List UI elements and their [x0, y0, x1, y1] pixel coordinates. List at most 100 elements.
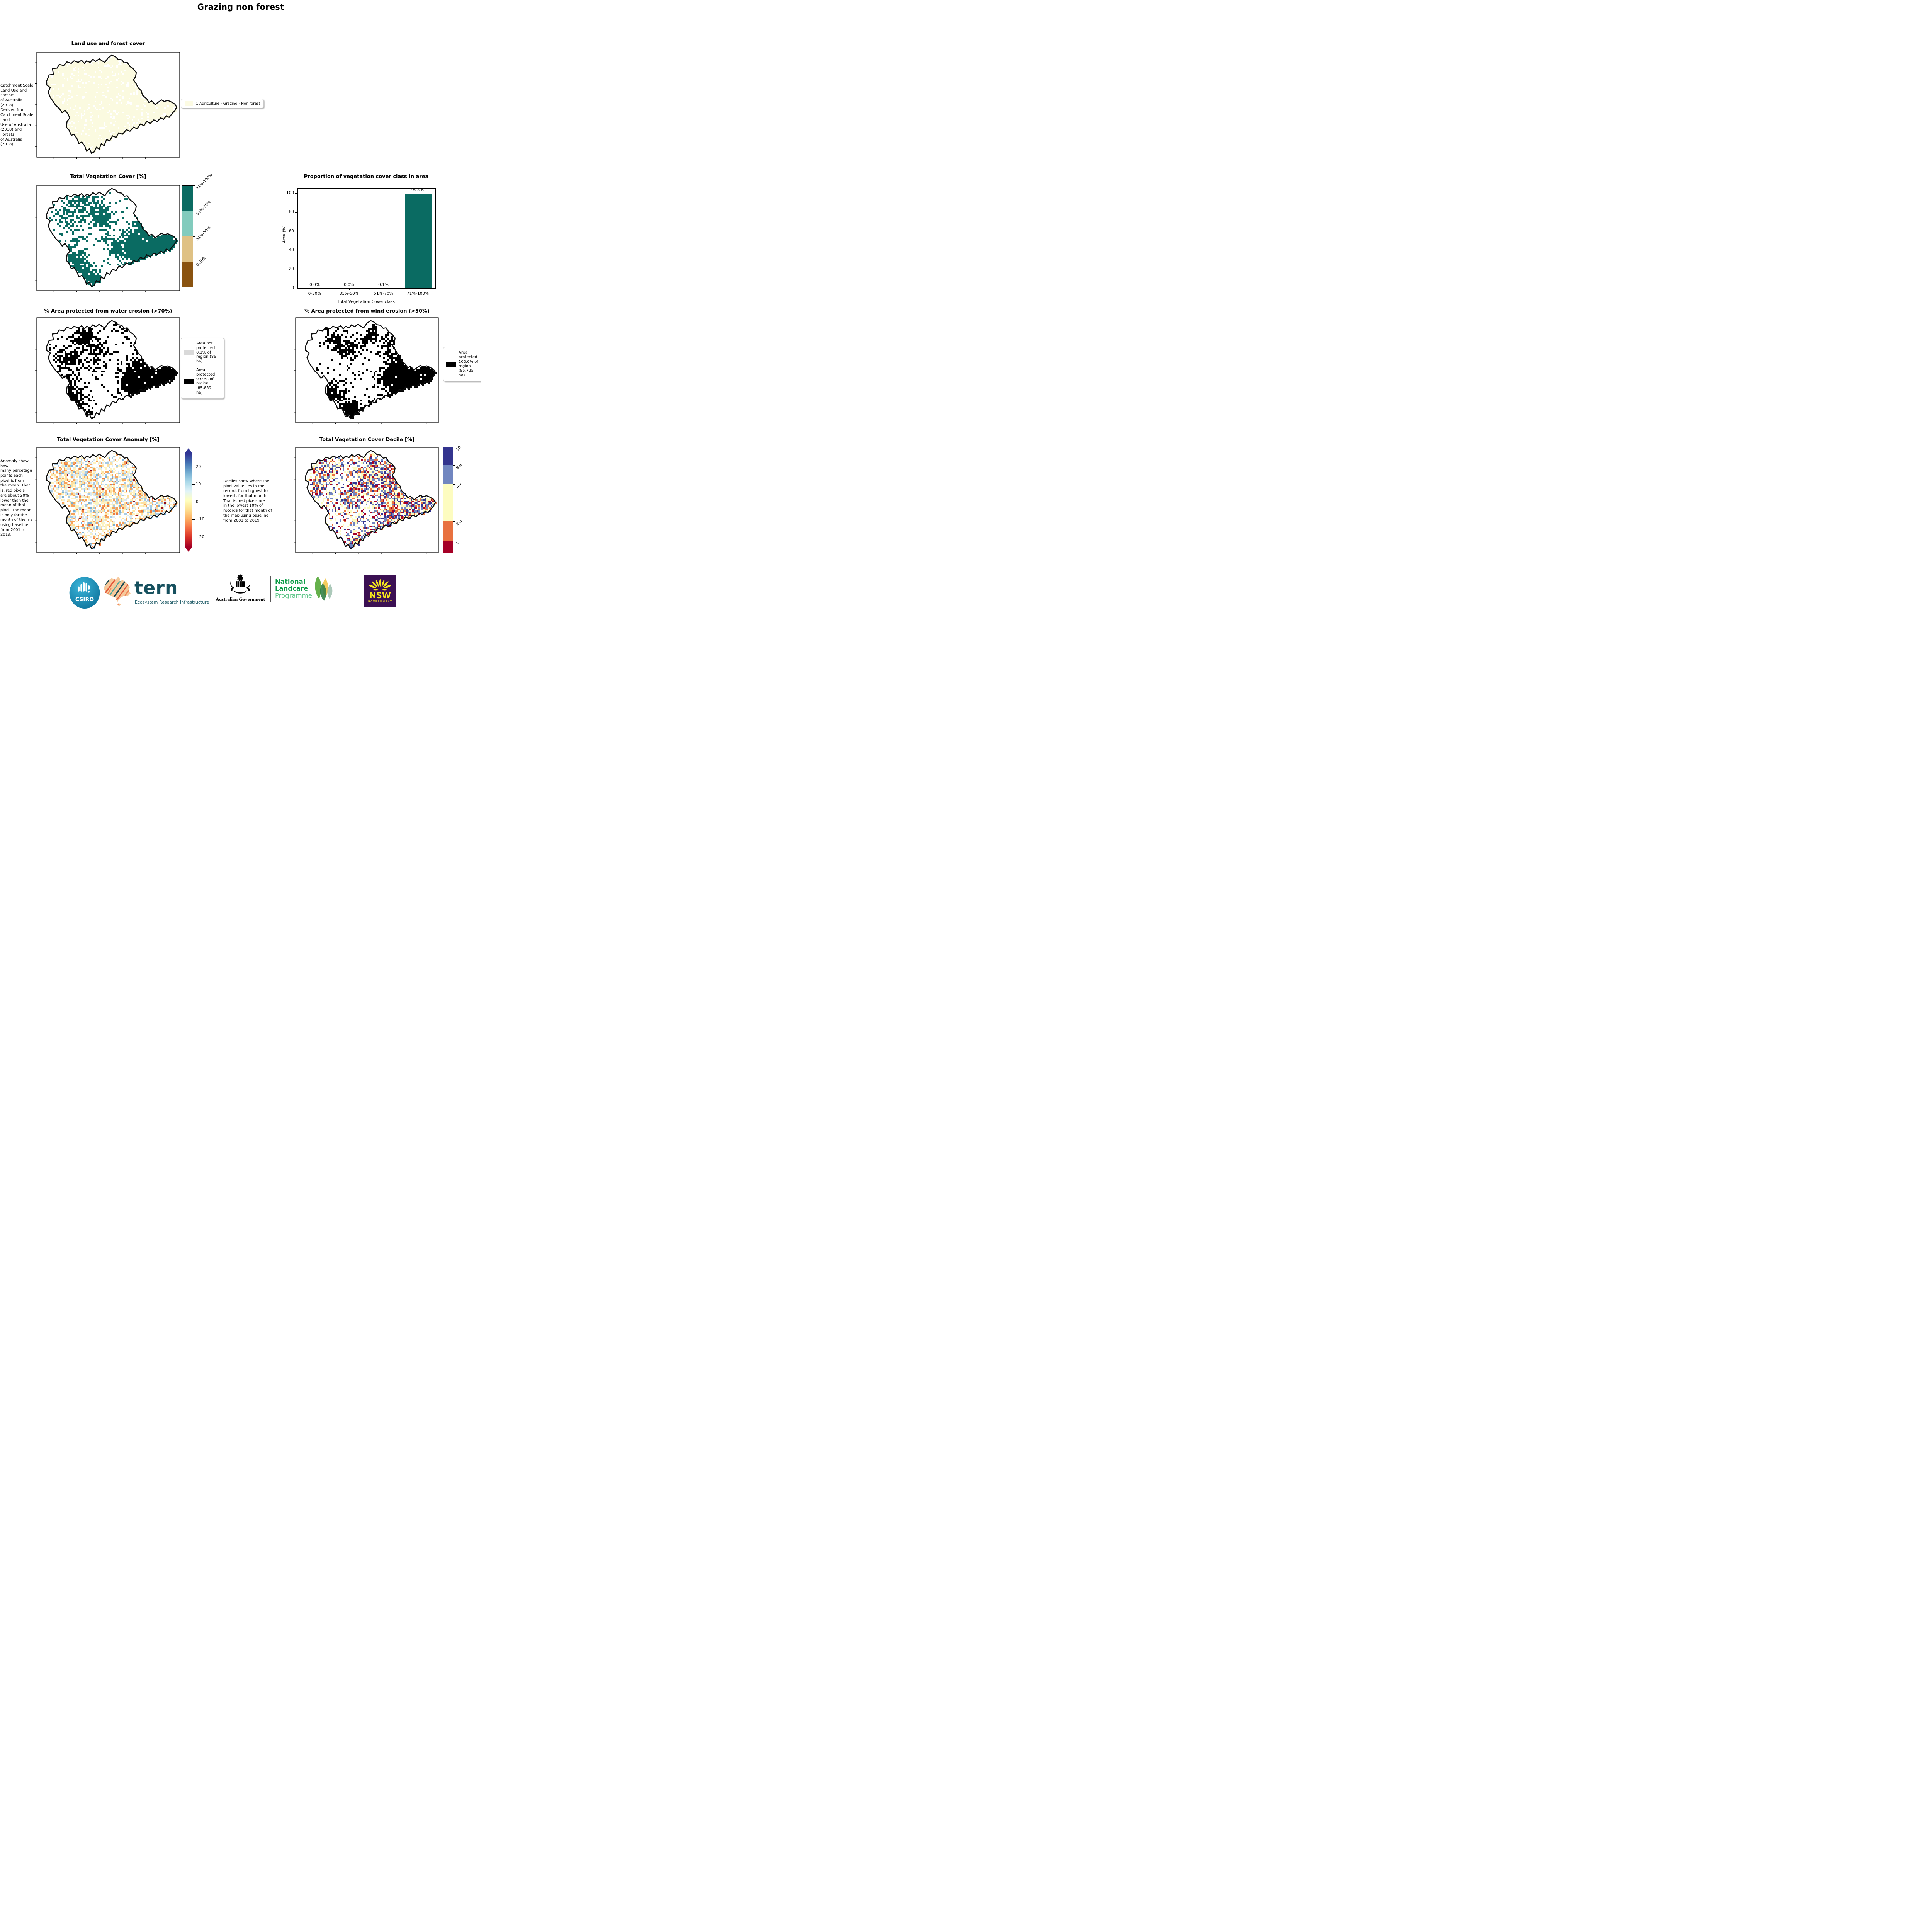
landuse-legend-label: 1 Agriculture - Grazing - Non forest [196, 101, 260, 106]
colorbar-segment [182, 211, 193, 236]
colorbar-segment [443, 465, 453, 484]
leaves-icon [315, 576, 333, 601]
coat-of-arms-icon [230, 574, 250, 594]
colorbar-tick-label: 2-3 [455, 519, 463, 527]
x-tick [349, 288, 350, 290]
legend-item: Area not protected 0.1% of region (86 ha… [184, 341, 221, 364]
legend-item: Area protected 99.9% of region (85,639 h… [184, 368, 221, 395]
colorbar-tick-label: 8-9 [455, 463, 463, 471]
colorbar-tick-label: 51%-70% [195, 200, 212, 216]
colorbar-tick [193, 236, 195, 237]
national-landcare-label: National Landcare Programme [275, 578, 312, 599]
anomaly-map [33, 444, 183, 556]
chart-ylabel: Area (%) [282, 225, 287, 243]
landuse-legend: 1 Agriculture - Grazing - Non forest [181, 99, 264, 108]
tvc-map [33, 182, 183, 294]
decile-colorbar: 10 8-9 4-7 2-3 1 [443, 446, 463, 554]
nlp-line1: National [275, 578, 306, 585]
decile-note: Deciles show where the pixel value lies … [223, 479, 272, 523]
anomaly-colorbar: 20 10 0 −10 −20 [185, 448, 204, 552]
legend-item-label: Area not protected 0.1% of region (86 ha… [196, 341, 216, 364]
water-erosion-map [33, 314, 183, 427]
wind-erosion-title: % Area protected from wind erosion (>50%… [304, 308, 430, 314]
colorbar-frame [443, 447, 453, 553]
waratah-icon [368, 578, 392, 591]
colorbar-segment [182, 262, 193, 287]
colorbar-tick-label: −10 [196, 517, 205, 522]
wind-erosion-legend: Area protected 100.0% of region (85,725 … [443, 347, 481, 381]
water-erosion-title: % Area protected from water erosion (>70… [44, 308, 172, 314]
colorbar-tick-label: 0 [196, 499, 199, 504]
tvc-title: Total Vegetation Cover [%] [70, 174, 146, 180]
chart-xlabel: Total Vegetation Cover class [338, 299, 395, 304]
y-tick-label: 100 [286, 190, 294, 196]
csiro-logo-icon: CSIRO [69, 577, 100, 609]
colorbar-tick-label: 10 [455, 445, 462, 452]
aboriginal-australia-art [101, 576, 134, 609]
water-erosion-legend: Area not protected 0.1% of region (86 ha… [181, 338, 224, 399]
colorbar-gradient [185, 454, 192, 547]
landcare-leaves-logo [312, 576, 335, 603]
colorbar-tick [453, 484, 455, 485]
anomaly-title: Total Vegetation Cover Anomaly [%] [57, 437, 160, 443]
y-tick-label: 60 [289, 228, 294, 233]
decile-title: Total Vegetation Cover Decile [%] [319, 437, 415, 443]
colorbar-segment [443, 521, 453, 541]
x-tick-label: 0-30% [308, 291, 321, 296]
colorbar-segment [443, 540, 453, 553]
landuse-map [33, 48, 183, 161]
colorbar-tick [192, 519, 195, 520]
y-tick-label: 80 [289, 209, 294, 214]
australia-art-icon [104, 577, 131, 607]
report-page: Grazing non forest Land use and forest c… [0, 0, 481, 614]
tvc-colorbar: 71%-100% 51%-70% 31%-50% 0-30% [182, 173, 213, 288]
colorbar-tick-label: 0-30% [195, 255, 207, 267]
bar-value-label: 0.1% [378, 282, 389, 287]
colorbar-tick [193, 185, 195, 186]
colorbar-tick-label: 10 [196, 482, 201, 487]
anomaly-note: Anomaly show how many percetage points e… [0, 459, 36, 537]
bar [404, 193, 432, 288]
colorbar-segment [182, 236, 193, 262]
colorbar-tick [453, 521, 455, 522]
nsw-government-sub: GOVERNMENT [368, 600, 392, 603]
colorbar-arrow-down [185, 546, 192, 552]
y-tick-label: 40 [289, 247, 294, 252]
landuse-title: Land use and forest cover [71, 41, 145, 47]
y-tick-label: 20 [289, 266, 294, 271]
legend-item: Area protected 100.0% of region (85,725 … [446, 350, 481, 378]
bar-value-label: 0.0% [309, 282, 320, 287]
legend-swatch-icon [184, 350, 194, 355]
x-tick-label: 31%-50% [339, 291, 359, 296]
colorbar-tick-label: 31%-50% [195, 225, 212, 242]
legend-item-label: Area protected 100.0% of region (85,725 … [459, 350, 478, 378]
nsw-label: NSW [369, 591, 391, 600]
x-tick-label: 51%-70% [374, 291, 393, 296]
legend-item-label: Area protected 99.9% of region (85,639 h… [196, 367, 215, 395]
colorbar-segment [182, 185, 193, 211]
colorbar-tick [192, 484, 195, 485]
colorbar-segment [443, 484, 453, 522]
colorbar-tick-label: 71%-100% [195, 173, 214, 191]
colorbar-frame [182, 185, 193, 287]
colorbar-tick-label: 20 [196, 464, 201, 469]
nlp-line2: Landcare [275, 585, 308, 592]
footer-divider [270, 576, 271, 602]
tern-logo-text: tern [134, 577, 178, 598]
nsw-government-logo: NSW GOVERNMENT [364, 575, 396, 607]
colorbar-segment [443, 447, 453, 466]
wind-erosion-map [292, 314, 442, 427]
x-tick-label: 71%-100% [406, 291, 429, 296]
legend-swatch-icon [446, 361, 456, 367]
svg-text:CSIRO: CSIRO [75, 597, 94, 603]
colorbar-tick-label: 1 [455, 541, 460, 546]
page-title: Grazing non forest [197, 2, 284, 12]
legend-swatch-icon [184, 379, 194, 384]
colorbar-arrow-up [185, 448, 192, 454]
csiro-logo: CSIRO [69, 577, 100, 609]
bar-value-label: 99.9% [411, 187, 425, 192]
colorbar-tick-label: 4-7 [455, 481, 463, 489]
australian-government-label: Australian Government [216, 597, 265, 602]
nlp-line3: Programme [275, 592, 312, 599]
colorbar-tick-label: −20 [196, 535, 205, 539]
